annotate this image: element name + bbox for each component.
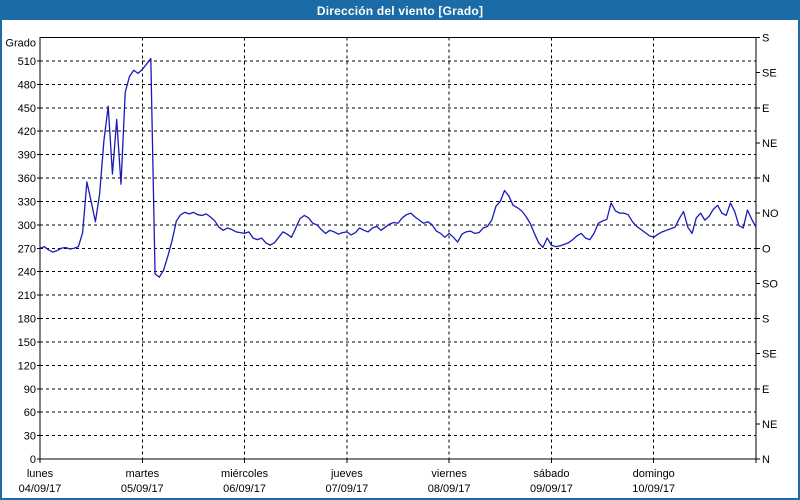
left-axis-tick-label: 450 [18,103,36,115]
right-axis-tick-label: NO [762,208,779,220]
x-axis-day-label: jueves [330,468,363,480]
x-axis-date-label: 08/09/17 [428,483,471,495]
wind-direction-chart: 0 30 60 90 120 150 180 210 240 270 300 330 360 390 420… [5,33,779,496]
x-axis-date-label: 04/09/17 [19,483,62,495]
right-axis-tick-label: SE [762,349,777,361]
left-axis-tick-label: 120 [18,360,36,372]
left-axis-tick-label: 0 [30,454,36,466]
right-axis-tick-label: NE [762,138,777,150]
x-axis-date-label: 10/09/17 [632,483,675,495]
left-axis-tick-label: 510 [18,56,36,68]
right-axis-tick-label: S [762,33,769,45]
left-axis-tick-label: 180 [18,314,36,326]
right-axis-tick-label: E [762,384,769,396]
x-axis-date-label: 09/09/17 [530,483,573,495]
x-axis-day-label: miércoles [221,468,269,480]
right-axis-tick-label: S [762,314,769,326]
right-axis-tick-label: O [762,243,771,255]
right-axis-tick-label: NE [762,419,777,431]
right-axis-tick-label: SO [762,278,778,290]
x-axis-day-label: viernes [431,468,467,480]
x-axis-date-label: 06/09/17 [223,483,266,495]
left-axis-tick-label: 60 [24,407,36,419]
left-axis-tick-label: 270 [18,243,36,255]
right-axis-tick-label: E [762,103,769,115]
x-axis-date-label: 05/09/17 [121,483,164,495]
left-axis-tick-label: 150 [18,337,36,349]
x-axis-day-label: sábado [533,468,569,480]
left-axis-tick-label: 330 [18,196,36,208]
left-axis-tick-label: 300 [18,220,36,232]
left-axis-tick-label: 210 [18,290,36,302]
left-axis-tick-label: 390 [18,150,36,162]
left-axis-tick-label: 30 [24,431,36,443]
left-axis-tick-label: 480 [18,79,36,91]
x-axis-day-label: martes [125,468,159,480]
chart-title-bar: Dirección del viento [Grado] [2,2,798,20]
left-axis-tick-label: 360 [18,173,36,185]
right-axis-tick-label: SE [762,68,777,80]
x-axis-day-label: lunes [27,468,54,480]
left-axis-tick-label: 240 [18,267,36,279]
wind-direction-line [39,57,757,278]
left-axis-tick-label: 90 [24,384,36,396]
x-axis-day-label: domingo [633,468,675,480]
right-axis-tick-label: N [762,454,770,466]
right-axis-tick-label: N [762,173,770,185]
x-axis-date-label: 07/09/17 [325,483,368,495]
left-axis-title: Grado [5,38,36,50]
left-axis-tick-label: 420 [18,126,36,138]
